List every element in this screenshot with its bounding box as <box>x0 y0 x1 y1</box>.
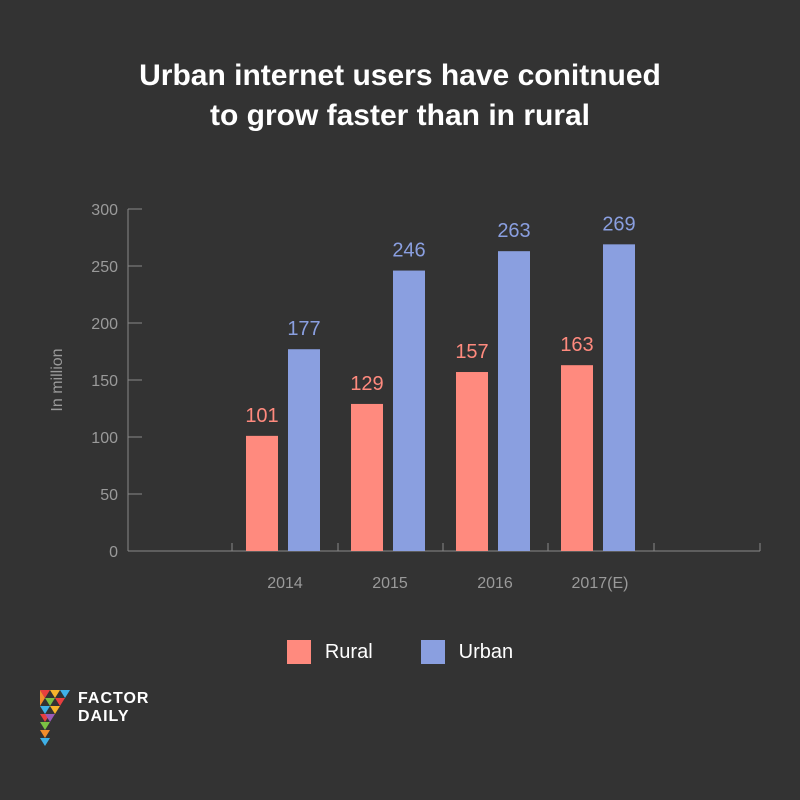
data-label-rural: 129 <box>350 373 383 395</box>
y-tick-label: 100 <box>91 430 118 447</box>
data-label-urban: 269 <box>602 213 635 235</box>
legend-label-rural: Rural <box>324 640 373 663</box>
bar-rural <box>456 372 488 551</box>
legend-label-urban: Urban <box>458 640 514 663</box>
brand-wordmark: FACTOR DAILY <box>78 690 149 726</box>
y-tick-label: 150 <box>91 373 118 390</box>
legend-item-rural: Rural <box>286 640 373 664</box>
brand-line-2: DAILY <box>78 708 130 725</box>
y-tick-label: 300 <box>91 202 118 219</box>
bar-urban <box>288 349 320 551</box>
legend-swatch-rural <box>286 640 311 664</box>
data-label-rural: 163 <box>560 334 593 356</box>
data-label-urban: 246 <box>392 240 425 262</box>
y-axis-label: In million <box>49 348 66 411</box>
y-tick-label: 200 <box>91 316 118 333</box>
brand-line-1: FACTOR <box>78 690 150 707</box>
data-label-urban: 177 <box>287 318 320 340</box>
x-tick-label: 2014 <box>267 575 303 592</box>
chart-title-line-1: Urban internet users have conitnued <box>139 59 661 92</box>
data-label-rural: 101 <box>245 405 278 427</box>
bar-urban <box>393 270 425 551</box>
legend-swatch-urban <box>420 640 445 664</box>
x-tick-label: 2015 <box>372 575 408 592</box>
legend-item-urban: Urban <box>420 640 514 664</box>
chart-title-line-2: to grow faster than in rural <box>209 99 591 132</box>
y-tick-label: 0 <box>109 544 118 561</box>
factor-daily-logo-icon <box>40 690 70 746</box>
bar-rural <box>561 365 593 551</box>
chart-axes: 0 50 100 150 200 250 300 2014 2015 2016 2017(E) <box>91 202 761 592</box>
chart-bars: 101 129 157 163 177 246 263 269 <box>245 213 636 551</box>
bar-rural <box>351 403 383 551</box>
bar-chart: 0 50 100 150 200 250 300 2014 2015 2016 2017(E) 10… <box>49 202 761 592</box>
x-tick-label: 2017(E) <box>572 575 629 592</box>
data-label-urban: 263 <box>497 220 530 242</box>
data-label-rural: 157 <box>455 341 488 363</box>
bar-urban <box>603 244 635 551</box>
bar-urban <box>498 251 530 551</box>
x-tick-label: 2016 <box>477 575 513 592</box>
chart-title: Urban internet users have conitnued to g… <box>0 56 800 136</box>
bar-rural <box>246 435 278 551</box>
chart-legend: Rural Urban <box>0 640 800 664</box>
y-tick-label: 250 <box>91 259 118 276</box>
y-tick-label: 50 <box>100 487 118 504</box>
